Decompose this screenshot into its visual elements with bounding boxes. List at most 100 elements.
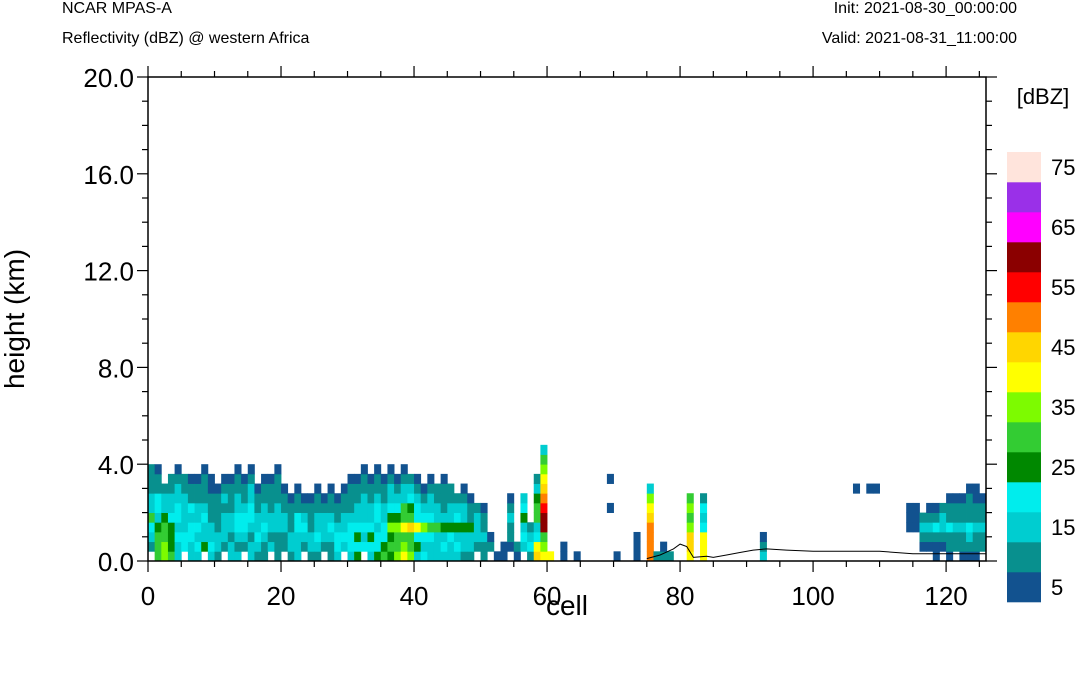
y-tick-label: 20.0	[83, 63, 134, 93]
reflectivity-cell	[167, 541, 175, 552]
reflectivity-cell	[932, 512, 940, 523]
reflectivity-cell	[281, 541, 289, 552]
reflectivity-cell	[207, 483, 215, 494]
reflectivity-cell	[201, 464, 209, 475]
reflectivity-cell	[167, 473, 175, 484]
reflectivity-cell	[906, 502, 914, 513]
reflectivity-cell	[360, 473, 368, 484]
reflectivity-cell	[187, 493, 195, 504]
reflectivity-cell	[447, 531, 455, 543]
reflectivity-cell	[247, 473, 255, 484]
reflectivity-cell	[334, 522, 342, 533]
reflectivity-cell	[354, 502, 362, 513]
reflectivity-cell	[241, 502, 249, 513]
reflectivity-cell	[161, 551, 169, 562]
reflectivity-cell	[167, 502, 175, 513]
reflectivity-cell	[646, 483, 654, 494]
reflectivity-cell	[440, 551, 448, 562]
reflectivity-cell	[287, 512, 295, 523]
reflectivity-cell	[354, 473, 362, 484]
reflectivity-cell	[414, 541, 422, 552]
reflectivity-cell	[174, 502, 182, 513]
reflectivity-cell	[261, 551, 269, 562]
reflectivity-cell	[540, 522, 548, 533]
reflectivity-cell	[533, 473, 541, 484]
reflectivity-cell	[267, 512, 275, 523]
reflectivity-cell	[400, 522, 408, 533]
reflectivity-cell	[453, 522, 461, 533]
reflectivity-cell	[453, 502, 461, 513]
reflectivity-cell	[480, 502, 488, 513]
reflectivity-cell	[447, 541, 455, 552]
reflectivity-cell	[507, 502, 515, 513]
reflectivity-cell	[540, 454, 548, 465]
reflectivity-cells	[148, 444, 987, 562]
reflectivity-cell	[207, 531, 215, 543]
reflectivity-cell	[274, 464, 282, 475]
reflectivity-cell	[294, 512, 302, 523]
reflectivity-cell	[467, 551, 475, 562]
reflectivity-cell	[254, 512, 262, 523]
reflectivity-cell	[467, 502, 475, 513]
reflectivity-cell	[427, 522, 435, 533]
reflectivity-cell	[487, 531, 495, 543]
y-axis: 0.0 4.0 8.0 12.0 16.0 20.0	[83, 63, 997, 577]
reflectivity-cell	[453, 493, 461, 504]
reflectivity-cell	[686, 512, 694, 523]
reflectivity-cell	[606, 502, 614, 513]
reflectivity-cell	[347, 473, 355, 484]
reflectivity-cell	[560, 551, 568, 562]
reflectivity-cell	[467, 541, 475, 552]
colorbar-label: 15	[1051, 515, 1075, 540]
reflectivity-cell	[261, 502, 269, 513]
reflectivity-cell	[480, 541, 488, 552]
reflectivity-cell	[261, 531, 269, 543]
reflectivity-cell	[340, 512, 348, 523]
reflectivity-cell	[327, 551, 335, 562]
reflectivity-cell	[540, 512, 548, 523]
reflectivity-cell	[187, 522, 195, 533]
reflectivity-cell	[540, 483, 548, 494]
reflectivity-cell	[387, 473, 395, 484]
reflectivity-cell	[194, 551, 202, 562]
reflectivity-cell	[440, 522, 448, 533]
reflectivity-cell	[227, 541, 235, 552]
colorbar-label: 45	[1051, 335, 1075, 360]
reflectivity-cell	[394, 502, 402, 513]
reflectivity-cell	[360, 531, 368, 543]
reflectivity-cell	[367, 522, 375, 533]
reflectivity-cell	[307, 522, 315, 533]
reflectivity-cell	[513, 551, 521, 562]
reflectivity-cell	[394, 483, 402, 494]
reflectivity-cell	[334, 493, 342, 504]
reflectivity-cell	[234, 464, 242, 475]
reflectivity-cell	[939, 541, 947, 552]
reflectivity-cell	[453, 541, 461, 552]
reflectivity-cell	[254, 531, 262, 543]
reflectivity-cell	[686, 522, 694, 533]
reflectivity-cell	[294, 551, 302, 562]
reflectivity-cell	[872, 483, 880, 494]
reflectivity-cell	[281, 493, 289, 504]
reflectivity-cell	[174, 512, 182, 523]
reflectivity-cell	[427, 473, 435, 484]
reflectivity-cell	[174, 531, 182, 543]
reflectivity-cell	[646, 541, 654, 552]
reflectivity-cell	[427, 493, 435, 504]
reflectivity-cell	[966, 512, 974, 523]
reflectivity-cell	[374, 541, 382, 552]
reflectivity-cell	[646, 531, 654, 543]
reflectivity-cell	[334, 551, 342, 562]
reflectivity-cell	[148, 502, 156, 513]
reflectivity-cell	[281, 483, 289, 494]
reflectivity-cell	[919, 512, 927, 523]
colorbar-swatch	[1007, 362, 1041, 393]
reflectivity-cell	[919, 522, 927, 533]
reflectivity-cell	[520, 502, 528, 513]
reflectivity-cell	[527, 541, 535, 552]
reflectivity-cell	[952, 502, 960, 513]
reflectivity-cell	[467, 512, 475, 523]
reflectivity-cell	[241, 541, 249, 552]
reflectivity-cell	[201, 522, 209, 533]
reflectivity-cell	[334, 541, 342, 552]
